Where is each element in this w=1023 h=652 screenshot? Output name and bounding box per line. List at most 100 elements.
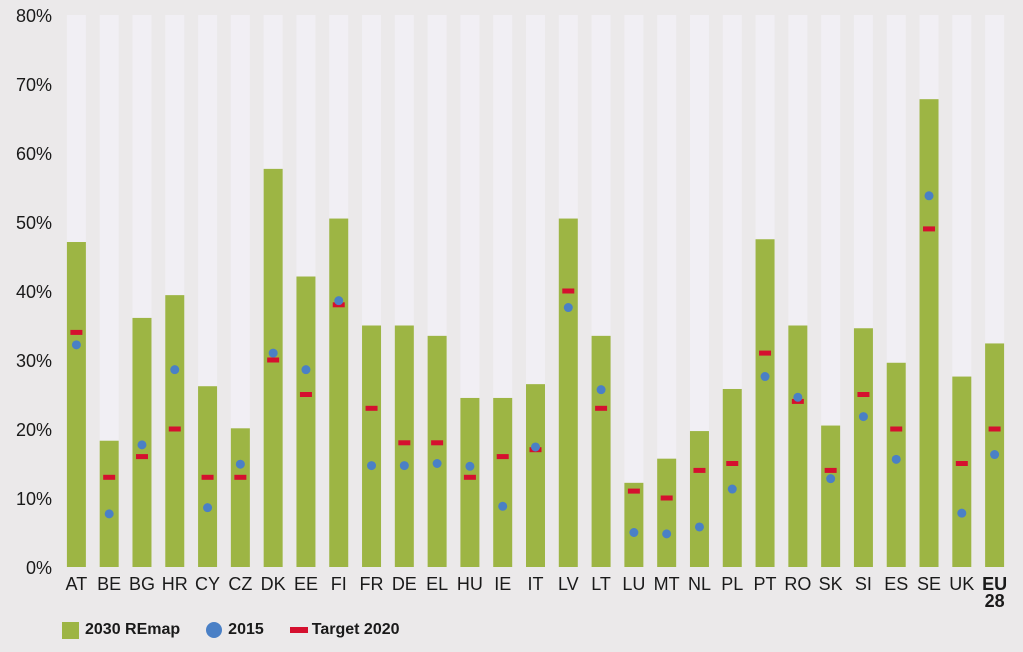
target-2020-marker-de xyxy=(398,440,411,446)
y-tick-label-70-pct: 70% xyxy=(16,75,52,95)
actual-2015-point-el xyxy=(432,459,442,468)
x-tick-label-ie: IE xyxy=(494,574,511,594)
remap-2030-bar-se xyxy=(919,99,939,568)
y-tick-label-60-pct: 60% xyxy=(16,144,52,164)
actual-2015-point-dk xyxy=(268,348,278,358)
remap-2030-bar-si xyxy=(853,328,873,567)
actual-2015-point-hu xyxy=(465,461,475,471)
target-2020-marker-ie xyxy=(496,454,509,460)
target-2020-marker-dk xyxy=(267,357,280,363)
remap-2030-bar-it xyxy=(526,384,545,567)
actual-2015-point-nl xyxy=(694,522,704,532)
x-tick-label-hr: HR xyxy=(162,574,188,594)
x-tick-label-lv: LV xyxy=(558,574,579,594)
actual-2015-point-lt xyxy=(596,385,606,395)
actual-2015-point-pl xyxy=(727,484,737,494)
actual-2015-point-de xyxy=(399,461,409,471)
remap-2030-bar-lt xyxy=(591,335,611,567)
actual-2015-point-it xyxy=(531,442,540,452)
remap-2030-bar-mt xyxy=(657,458,677,567)
x-tick-label-si: SI xyxy=(855,574,872,594)
y-tick-label-80-pct: 80% xyxy=(16,6,52,26)
target-2020-marker-hr xyxy=(168,426,181,432)
actual-2015-point-hr xyxy=(170,365,180,375)
remap-2030-bar-uk xyxy=(952,376,972,567)
target-2020-marker-lu xyxy=(627,488,640,494)
target-2020-marker-bg xyxy=(135,454,148,460)
x-tick-label-fr: FR xyxy=(360,574,384,594)
x-tick-label-sk: SK xyxy=(819,574,843,594)
remap-2030-bar-de xyxy=(394,325,414,567)
actual-2015-point-cz xyxy=(235,459,245,469)
remap-2030-bar-es xyxy=(886,362,906,567)
actual-2015-layer xyxy=(71,191,1000,539)
target-2020-marker-si xyxy=(857,392,870,397)
actual-2015-point-se xyxy=(924,191,934,201)
x-tick-label-nl: NL xyxy=(688,574,711,594)
remap-2030-bar-nl xyxy=(689,431,709,567)
remap-2030-bar-el xyxy=(427,335,447,567)
y-tick-label-50-pct: 50% xyxy=(16,213,52,233)
target-2020-marker-fr xyxy=(365,405,378,411)
actual-2015-point-lu xyxy=(629,528,639,537)
x-tick-label-cz: CZ xyxy=(228,574,252,594)
x-tick-label-dk: DK xyxy=(261,574,286,594)
y-tick-label-30-pct: 30% xyxy=(16,351,52,371)
actual-2015-point-ro xyxy=(793,392,803,402)
actual-2015-point-fi xyxy=(334,296,344,306)
y-tick-label-10-pct: 10% xyxy=(16,489,52,509)
x-tick-label-lu: LU xyxy=(622,574,645,594)
actual-2015-point-pt xyxy=(760,372,770,382)
target-2020-marker-eu-28 xyxy=(988,426,1001,432)
x-tick-label-pt: PT xyxy=(754,574,777,594)
remap-2030-bar-fr xyxy=(362,325,382,567)
legend-dash-marker-icon xyxy=(289,627,308,633)
x-tick-label-ro: RO xyxy=(784,574,811,594)
legend-dot-marker-icon xyxy=(206,622,223,638)
target-2020-marker-hu xyxy=(463,474,476,480)
x-axis-ticks: AT BE BG HR CY CZ DK EE FI FR DE EL HU IE IT LV LT LU MT NL… xyxy=(66,574,1008,611)
target-2020-marker-nl xyxy=(693,467,706,473)
legend: 2030 REmap 2015 Target 2020 xyxy=(62,618,426,642)
y-tick-label-0-pct: 0% xyxy=(26,558,52,578)
remap-2030-bar-hu xyxy=(460,397,480,567)
bar-track-be xyxy=(99,15,119,567)
target-2020-marker-lt xyxy=(595,405,608,411)
target-2020-marker-ee xyxy=(299,392,312,397)
x-tick-label-eu-28: EU 28 xyxy=(982,574,1007,611)
bar-track-mt xyxy=(657,15,677,567)
y-axis-ticks: 0% 10% 20% 30% 40% 50% 60% 70% 80% xyxy=(16,6,52,578)
remap-2030-bar-ie xyxy=(493,397,513,567)
actual-2015-point-eu-28 xyxy=(990,450,1000,460)
actual-2015-point-fr xyxy=(367,461,377,471)
actual-2015-point-ee xyxy=(301,365,311,375)
x-tick-label-fi: FI xyxy=(331,574,347,594)
remap-2030-bar-lv xyxy=(558,218,578,568)
remap-2030-bar-pl xyxy=(722,388,742,567)
x-tick-label-it: IT xyxy=(528,574,544,594)
legend-item-2015: 2015 xyxy=(206,621,264,639)
remap-2030-bar-be xyxy=(99,440,119,567)
target-2020-marker-cy xyxy=(201,474,214,480)
actual-2015-point-uk xyxy=(957,508,967,518)
legend-bar-swatch xyxy=(62,621,79,639)
actual-2015-point-si xyxy=(858,412,868,422)
legend-item-2030-remap: 2030 REmap xyxy=(62,621,180,639)
remap-2030-bar-at xyxy=(66,242,86,567)
target-2020-marker-es xyxy=(890,426,903,432)
actual-2015-point-cy xyxy=(203,503,213,513)
remap-2030-bar-sk xyxy=(821,425,841,567)
target-2020-marker-sk xyxy=(824,467,837,473)
legend-item-target-2020: Target 2020 xyxy=(289,621,400,639)
actual-2015-point-be xyxy=(104,509,114,519)
actual-2015-point-sk xyxy=(826,474,836,484)
y-tick-label-40-pct: 40% xyxy=(16,282,52,302)
target-2020-marker-at xyxy=(70,329,83,335)
target-2020-marker-el xyxy=(431,440,444,446)
remap-2030-bar-lu xyxy=(624,482,644,567)
actual-2015-point-mt xyxy=(662,529,672,539)
target-2020-marker-be xyxy=(103,474,116,480)
x-tick-label-es: ES xyxy=(884,574,908,594)
legend-label-2015: 2015 xyxy=(228,621,264,638)
